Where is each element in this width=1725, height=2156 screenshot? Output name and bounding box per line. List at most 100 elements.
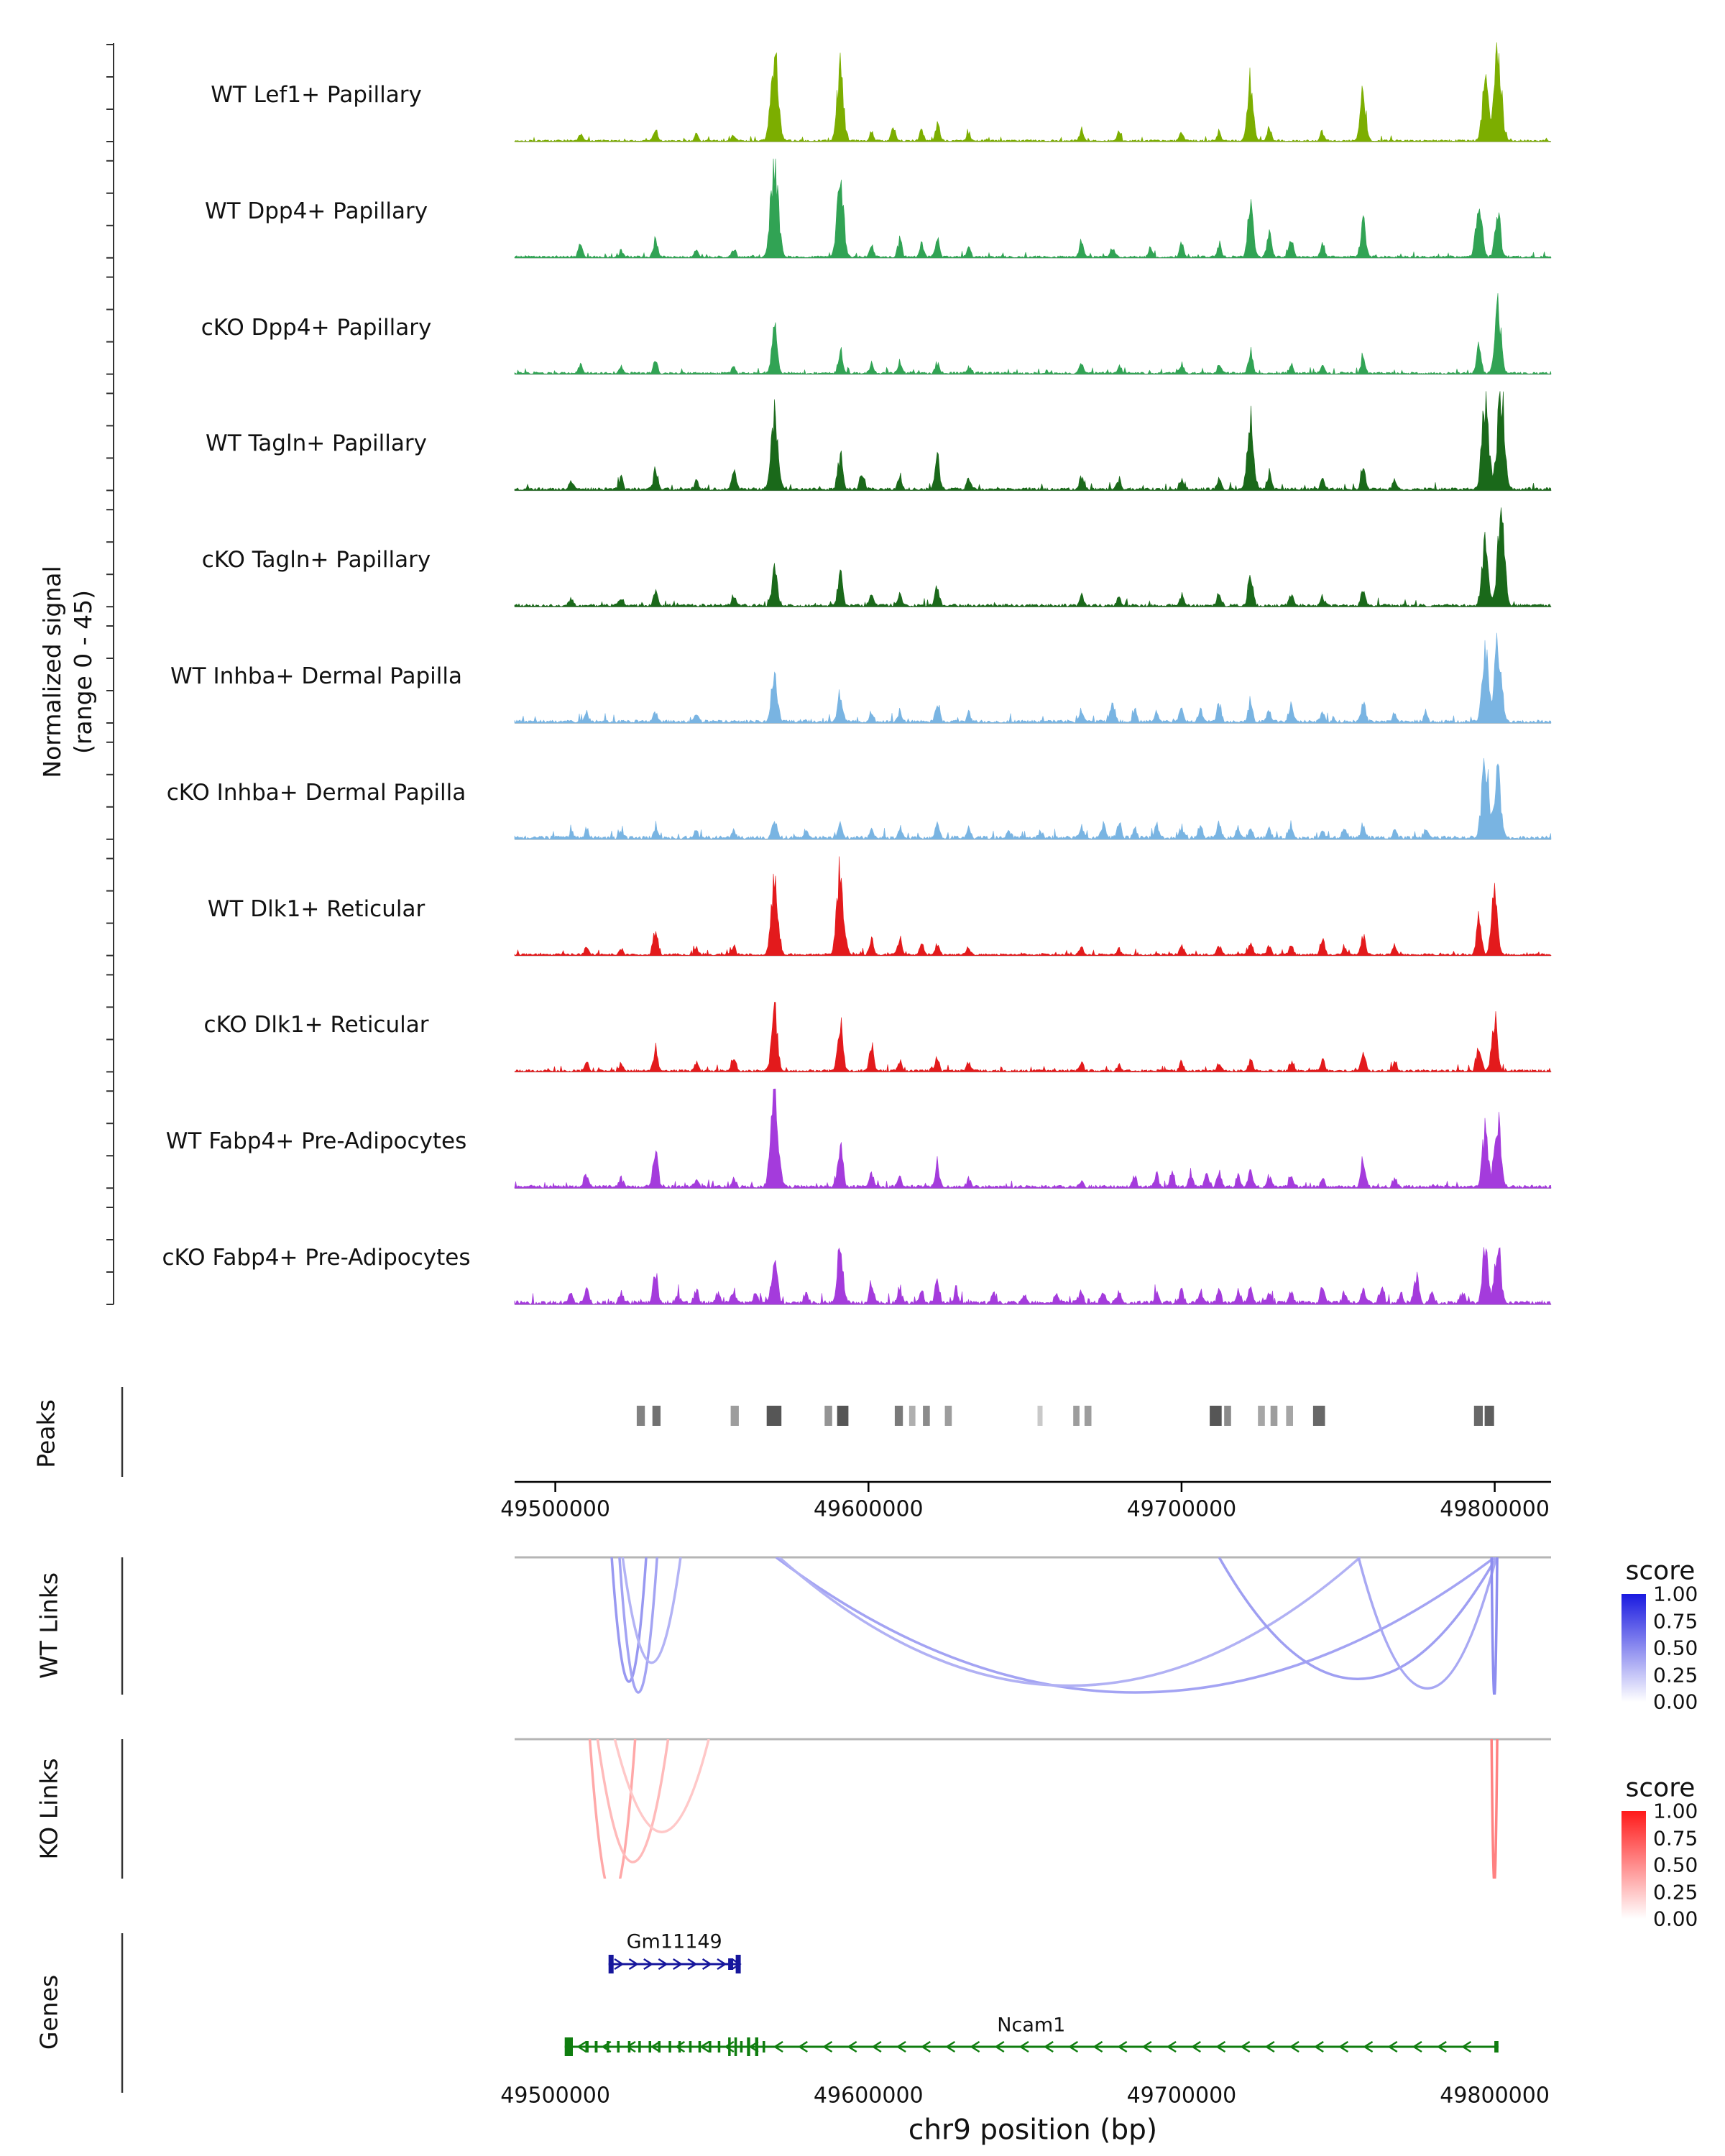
ko-link-arcs [588, 1739, 1499, 1879]
wt-links-section-label: WT Links [34, 1572, 63, 1680]
wt-links-legend-gradient-bar [1622, 1594, 1646, 1702]
gene-exon [607, 2041, 610, 2053]
peak-interval [908, 1406, 916, 1426]
peak-interval [730, 1406, 739, 1426]
gene-strand-arrow-icon [724, 2040, 735, 2053]
gene-strand-arrow-icon [773, 2040, 783, 2053]
gene-exon [755, 2037, 758, 2056]
gene-strand-arrow-icon [643, 1958, 654, 1971]
gene-exon [709, 2041, 712, 2053]
gene-strand-arrow-icon [1363, 2040, 1374, 2053]
wt-link-arc [618, 1557, 658, 1694]
ko-links-legend-gradient-bar [1622, 1811, 1646, 1919]
wt-link-arc [778, 1557, 1361, 1687]
gene-strand-arrow-icon [650, 2040, 661, 2053]
wt-link-arc [775, 1557, 1496, 1694]
peak-interval [1084, 1406, 1092, 1426]
gene-exon [658, 2041, 661, 2053]
gene-strand-arrow-icon [673, 1958, 684, 1971]
signal-track-5 [514, 632, 1552, 724]
peak-interval [1224, 1406, 1231, 1426]
x-axis-title: chr9 position (bp) [908, 2114, 1158, 2147]
gene-strand-arrow-icon [1141, 2040, 1152, 2053]
peak-interval [923, 1406, 930, 1426]
gene-strand-arrow-icon [1387, 2040, 1398, 2053]
ko-link-arc [588, 1739, 637, 1879]
gene-strand-arrow-icon [1092, 2040, 1103, 2053]
gene-strand-arrow-icon [1313, 2040, 1324, 2053]
gene-strand-arrow-icon [675, 2040, 686, 2053]
gene-strand-arrow-icon [1461, 2040, 1472, 2053]
peak-interval [1210, 1406, 1222, 1426]
peak-interval [1073, 1406, 1080, 1426]
gene-strand-arrow-icon [822, 2040, 833, 2053]
signal-axis-title-line1: Normalized signal [38, 566, 67, 778]
gene-exon [617, 2041, 620, 2053]
gene-strand-arrow-icon [614, 1958, 625, 1971]
peak-interval [766, 1406, 782, 1426]
gene-strand-arrow-icon [1436, 2040, 1447, 2053]
gene-exon [734, 2037, 737, 2056]
signal-track-0 [514, 42, 1552, 142]
signal-track-7 [514, 856, 1552, 957]
peak-interval [894, 1406, 903, 1426]
gene-strand-arrow-icon [1166, 2040, 1177, 2053]
signal-track-10 [514, 1247, 1552, 1305]
ko-link-arc [613, 1739, 710, 1833]
peak-interval [1270, 1406, 1278, 1426]
peak-interval [944, 1406, 952, 1426]
gene-strand-arrow-icon [1068, 2040, 1079, 2053]
gene-strand-arrow-icon [970, 2040, 980, 2053]
gene-strand-arrow-icon [1043, 2040, 1054, 2053]
gene-strand-arrow-icon [871, 2040, 882, 2053]
gene-strand-arrow-icon [847, 2040, 857, 2053]
gene-exon [627, 2041, 631, 2053]
gene-exon [1494, 2041, 1499, 2053]
gene-strand-arrow-icon [1215, 2040, 1226, 2053]
gene-strand-arrow-icon [1117, 2040, 1128, 2053]
gene-exon [594, 2041, 598, 2053]
ko-links-legend-title: score [1625, 1773, 1696, 1803]
gene-strand-arrow-icon [699, 2040, 710, 2053]
gene-exon [689, 2041, 692, 2053]
gene-exon [747, 2037, 750, 2056]
ko-link-arc [596, 1739, 670, 1864]
gene-strand-arrow-icon [896, 2040, 906, 2053]
gene-exon [585, 2041, 589, 2053]
gene-strand-arrow-icon [1018, 2040, 1029, 2053]
gene-exon [763, 2041, 765, 2053]
peaks-section-label: Peaks [32, 1399, 60, 1468]
gene-strand-arrow-icon [1190, 2040, 1201, 2053]
ko-links-section-label: KO Links [34, 1758, 63, 1860]
wt-link-arc [610, 1557, 648, 1683]
gene-exon [668, 2041, 671, 2053]
genes-section-label: Genes [34, 1974, 63, 2050]
peak-interval [652, 1406, 661, 1426]
gene-strand-arrow-icon [658, 1958, 668, 1971]
gene-strand-arrow-icon [628, 1958, 639, 1971]
peak-interval [824, 1406, 832, 1426]
gene-exon [740, 2041, 743, 2053]
peak-interval [636, 1406, 645, 1426]
peak-interval [1473, 1406, 1483, 1426]
signal-axis-title: Normalized signal (range 0 - 45) [37, 566, 99, 778]
signal-track-3 [514, 391, 1552, 492]
wt-links-legend-title: score [1625, 1556, 1696, 1586]
gene-exon [648, 2041, 651, 2053]
gene-strand-arrow-icon [1240, 2040, 1251, 2053]
gene-exon [728, 1958, 734, 1970]
gene-exon [698, 2041, 702, 2053]
peak-interval [1037, 1406, 1043, 1426]
gene-strand-arrow-icon [1264, 2040, 1275, 2053]
signal-track-8 [514, 1002, 1552, 1073]
gene-exon [608, 1955, 614, 1973]
wt-link-arc [1218, 1557, 1498, 1680]
signal-track-6 [514, 757, 1552, 840]
ko-link-arc [1490, 1739, 1499, 1879]
signal-track-1 [514, 158, 1552, 259]
gene-strand-arrow-icon [1289, 2040, 1300, 2053]
signal-track-9 [514, 1088, 1552, 1189]
gene-exon [735, 1955, 741, 1973]
